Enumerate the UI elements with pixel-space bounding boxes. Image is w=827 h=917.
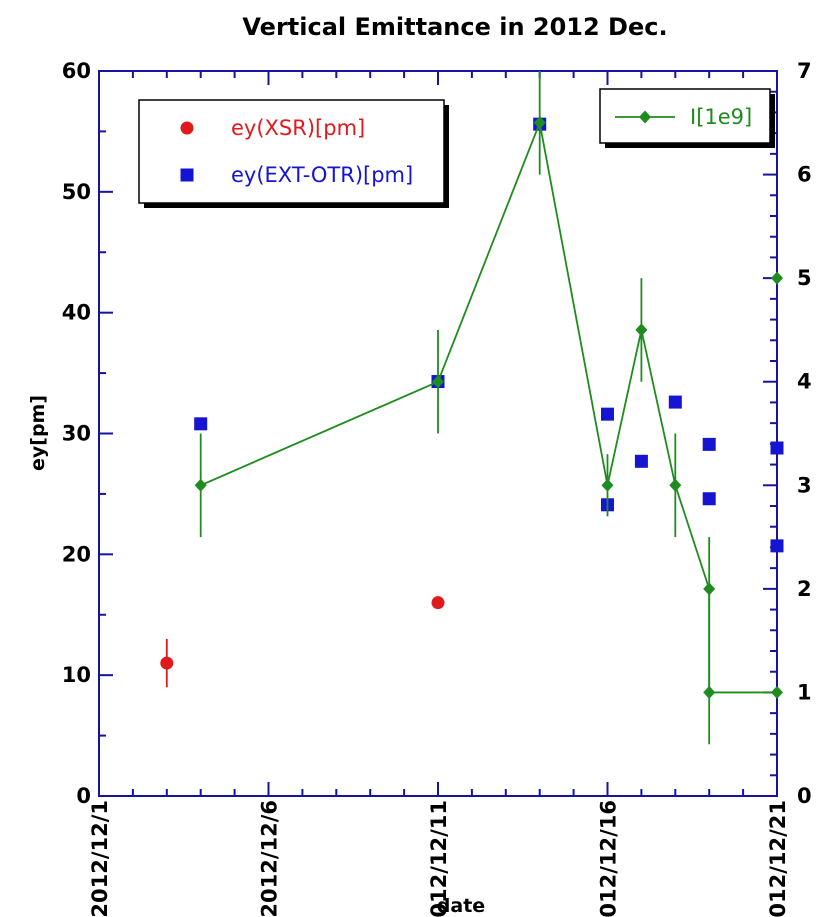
- legend-marker-diamond: [639, 110, 651, 124]
- data-point-square: [601, 407, 614, 421]
- data-point-square: [634, 454, 648, 468]
- y-left-tick-label: 40: [62, 301, 91, 325]
- series-circle: [160, 596, 445, 688]
- data-point-diamond: [635, 323, 648, 337]
- y-left-tick-label: 60: [62, 59, 91, 83]
- plot-series: [160, 71, 784, 745]
- data-point-square: [770, 539, 784, 553]
- data-point-square: [770, 441, 784, 455]
- data-point-square: [194, 417, 208, 431]
- data-point-circle: [431, 596, 445, 610]
- y-left-tick-label: 30: [62, 422, 91, 446]
- y-right-tick-label: 5: [797, 266, 812, 290]
- y-right-tick-label: 1: [797, 680, 812, 704]
- data-point-diamond: [533, 116, 546, 130]
- data-point-diamond: [703, 582, 716, 596]
- x-tick-label: 2012/12/1: [88, 800, 112, 917]
- legend-entry-label: ey(EXT-OTR)[pm]: [231, 163, 413, 187]
- legend-box-left: [138, 99, 445, 204]
- data-point-diamond: [669, 478, 682, 492]
- y-right-tick-label: 4: [797, 370, 812, 394]
- data-point-diamond: [601, 478, 614, 492]
- data-point-square: [702, 437, 716, 451]
- data-point-diamond: [771, 685, 783, 699]
- legend-entry-label: I[1e9]: [690, 105, 752, 129]
- legend-marker-square: [180, 168, 194, 182]
- y-left-tick-label: 20: [62, 542, 91, 566]
- series-diamond: [194, 71, 783, 745]
- x-tick-label: 2012/12/6: [258, 800, 282, 917]
- y-axis-label: ey[pm]: [27, 395, 49, 471]
- data-point-diamond: [771, 271, 783, 285]
- y-left-tick-label: 50: [62, 180, 91, 204]
- y-left-tick-label: 10: [62, 663, 91, 687]
- legend-entry-label: ey(XSR)[pm]: [231, 116, 365, 140]
- data-point-circle: [160, 656, 174, 670]
- legends: ey(XSR)[pm] ey(EXT-OTR)[pm] I[1e9]: [138, 88, 775, 208]
- x-tick-label: 2012/12/16: [597, 800, 621, 917]
- y-left-tick-label: 0: [76, 784, 91, 808]
- legend-marker-circle: [180, 121, 194, 135]
- axes: 0 10 20 30 40 50 60 0 1 2 3 4 5 6 7 2012/12/1 2012/12/6 2…: [62, 59, 812, 917]
- y-right-tick-label: 0: [797, 784, 812, 808]
- data-point-square: [668, 395, 682, 409]
- data-point-square: [702, 492, 716, 506]
- data-point-diamond: [432, 375, 444, 389]
- x-axis-label: date: [437, 895, 485, 917]
- y-right-tick-label: 6: [797, 163, 812, 187]
- chart-title: Vertical Emittance in 2012 Dec.: [242, 13, 667, 41]
- y-right-tick-label: 7: [797, 59, 812, 83]
- x-tick-label: 2012/12/11: [427, 800, 451, 917]
- x-tick-label: 2012/12/21: [766, 800, 790, 917]
- y-right-tick-label: 2: [797, 577, 812, 601]
- legend-box-right: [599, 88, 771, 144]
- data-point-diamond: [194, 478, 207, 492]
- y-right-tick-label: 3: [797, 473, 812, 497]
- data-point-diamond: [703, 685, 716, 699]
- series-line: [200, 119, 777, 694]
